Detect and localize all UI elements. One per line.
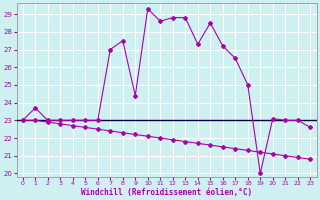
X-axis label: Windchill (Refroidissement éolien,°C): Windchill (Refroidissement éolien,°C) <box>81 188 252 197</box>
